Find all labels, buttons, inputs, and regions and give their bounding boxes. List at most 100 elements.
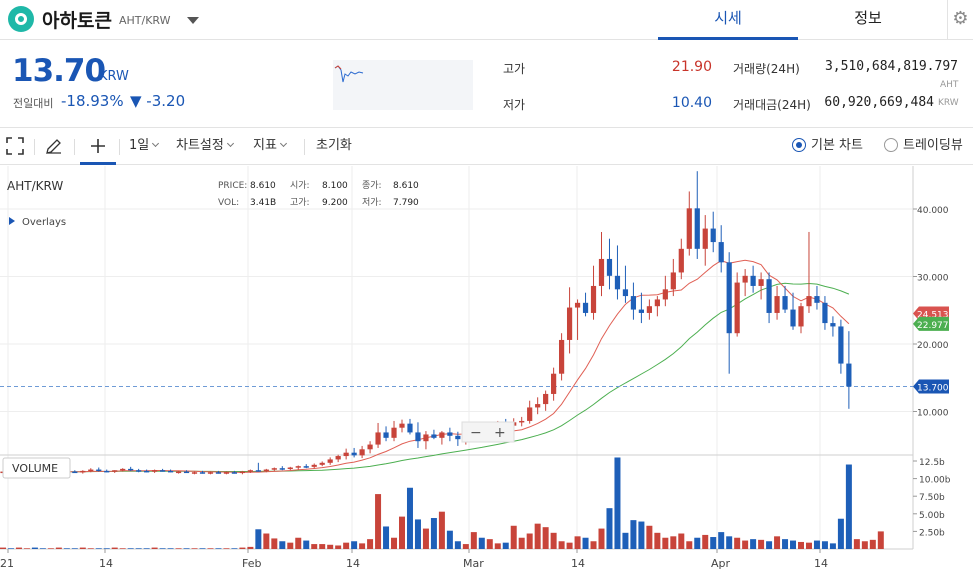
candle-body <box>104 470 110 473</box>
volume-bar <box>510 525 517 549</box>
zoom-out-button[interactable]: − <box>470 425 482 441</box>
candle-body <box>822 302 828 324</box>
candle-body <box>646 306 652 313</box>
volume-bar <box>319 544 326 549</box>
interval-select[interactable]: 1일 <box>129 128 160 165</box>
chart-toolbar: 1일 차트설정 지표 초기화 기본 차트 트레이딩뷰 <box>0 128 973 165</box>
volume-bar <box>127 548 134 549</box>
volume-bar <box>438 511 445 549</box>
volume-bar <box>359 543 366 549</box>
crosshair-icon[interactable] <box>80 128 116 165</box>
interval-label: 1일 <box>129 138 150 153</box>
coin-pair: AHT/KRW <box>119 14 171 27</box>
candle-body <box>638 309 644 313</box>
price-summary: 13.70 KRW 전일대비 -18.93% ▼ -3.20 고가 21.90 … <box>0 40 973 128</box>
candle-body <box>247 470 253 472</box>
x-tick-label: 21 <box>0 557 14 570</box>
chart-svg[interactable]: 10.000 20.000 30.000 40.000 2.50b 5.00b 7.50b 1… <box>0 166 973 573</box>
candle-body <box>375 432 381 445</box>
chart-settings-label: 차트설정 <box>176 138 224 153</box>
draw-pencil-icon[interactable] <box>45 128 65 165</box>
price-currency: KRW <box>99 69 129 84</box>
volume-tick-label: 2.50b <box>919 528 945 538</box>
candle-body <box>303 466 309 468</box>
indicators-label: 지표 <box>253 138 277 153</box>
volume-bar <box>311 544 318 549</box>
candle-body <box>335 456 341 460</box>
candle-body <box>678 248 684 273</box>
candle-body <box>447 432 453 436</box>
volume-bar <box>255 529 262 549</box>
candle-body <box>359 449 365 456</box>
candle-body <box>630 296 637 310</box>
radio-unselected-icon <box>884 137 898 152</box>
ohlc-price-label: PRICE: <box>218 181 247 191</box>
volume-bar <box>199 548 206 549</box>
candle-body <box>734 282 740 334</box>
volume-bar <box>454 541 461 549</box>
volume-bar <box>694 537 701 549</box>
overlays-toggle-icon[interactable] <box>9 217 15 225</box>
chart-grid <box>0 166 914 550</box>
indicators-select[interactable]: 지표 <box>253 128 287 165</box>
candle-body <box>654 299 660 307</box>
candle-body <box>255 470 261 472</box>
ma-long-tag: 22.977 <box>917 321 949 331</box>
volume-bar <box>718 532 725 549</box>
volume-bar <box>223 548 230 549</box>
coin-name[interactable]: 아하토큰 <box>42 10 112 32</box>
tab-info[interactable]: 정보 <box>854 9 882 27</box>
volume-bar <box>734 537 741 549</box>
ohlc-close-value: 8.610 <box>393 181 419 191</box>
candle-body <box>702 228 708 249</box>
candle-body <box>287 467 293 470</box>
candle-body <box>798 306 804 327</box>
chart-settings-select[interactable]: 차트설정 <box>176 128 234 165</box>
volume-bar <box>798 541 804 549</box>
volume-bar <box>271 538 278 549</box>
volume-unit: AHT <box>940 80 959 90</box>
volume-bar <box>726 536 733 549</box>
volume-bar <box>375 494 382 549</box>
overlays-label[interactable]: Overlays <box>22 217 66 228</box>
candle-body <box>367 444 373 450</box>
volume-bar <box>558 541 565 549</box>
basic-chart-radio[interactable]: 기본 차트 <box>792 128 863 165</box>
y-tick-label: 10.000 <box>917 409 949 419</box>
candle-body <box>670 272 676 290</box>
ohlc-close-label: 종가: <box>362 180 382 191</box>
volume-bar <box>63 548 70 549</box>
ohlc-vol-label: VOL: <box>218 198 239 208</box>
volume-bar <box>829 543 836 549</box>
volume-bar <box>766 541 773 549</box>
x-tick-label: 14 <box>346 557 360 570</box>
volume-tick-label: 10.00b <box>919 476 951 486</box>
candle-body <box>782 296 788 310</box>
volume-bar <box>614 457 621 549</box>
basic-chart-label: 기본 차트 <box>811 138 863 153</box>
volume-bar <box>750 539 757 549</box>
candle-body <box>88 469 94 472</box>
volume-bar <box>590 541 597 549</box>
y-tick-label: 20.000 <box>917 341 949 351</box>
volume-bar <box>231 548 238 549</box>
coin-logo <box>8 6 34 32</box>
volume-bar <box>406 487 413 549</box>
coin-dropdown-icon[interactable] <box>187 17 199 24</box>
gear-icon[interactable]: ⚙ <box>947 0 973 40</box>
volume-bar <box>391 537 398 549</box>
fullscreen-icon[interactable] <box>6 128 26 165</box>
volume-bar <box>446 530 453 549</box>
tab-market[interactable]: 시세 <box>658 0 798 40</box>
price-chart[interactable]: 10.000 20.000 30.000 40.000 2.50b 5.00b 7.50b 1… <box>0 166 973 573</box>
value-24h: 60,920,669,484 <box>824 95 934 110</box>
volume-bar <box>79 547 86 549</box>
volume-bar <box>295 537 302 549</box>
reset-button[interactable]: 초기화 <box>316 138 352 153</box>
candle-body <box>144 470 150 473</box>
volume-bar <box>335 545 342 549</box>
ohlc-low-label: 저가: <box>362 197 382 208</box>
volume-bar <box>638 521 645 549</box>
zoom-in-button[interactable]: + <box>494 425 506 441</box>
tradingview-radio[interactable]: 트레이딩뷰 <box>884 128 963 165</box>
